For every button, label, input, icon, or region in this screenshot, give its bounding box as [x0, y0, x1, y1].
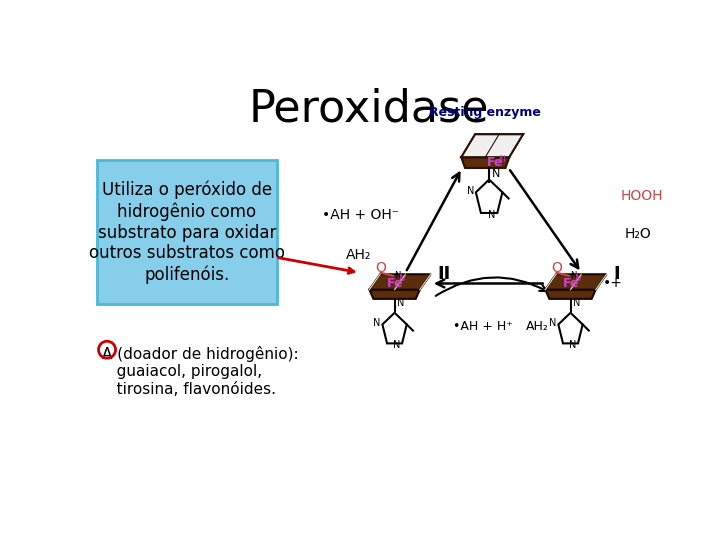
Polygon shape [369, 289, 420, 299]
Text: HOOH: HOOH [621, 188, 663, 202]
Text: N: N [488, 210, 496, 219]
Text: III: III [498, 155, 505, 164]
Text: IV: IV [398, 274, 407, 284]
Text: N: N [395, 271, 401, 280]
Text: N: N [467, 186, 474, 196]
Text: Utiliza o peróxido de
hidrogênio como
substrato para oxidar
outros substratos co: Utiliza o peróxido de hidrogênio como su… [89, 181, 285, 284]
Text: Fe: Fe [487, 156, 503, 169]
Text: Peroxidase: Peroxidase [248, 88, 490, 131]
Text: Fe: Fe [387, 277, 403, 290]
Text: N: N [549, 318, 557, 328]
Text: A (doador de hidrogênio):
   guaiacol, pirogalol,
   tirosina, flavonóides.: A (doador de hidrogênio): guaiacol, piro… [102, 346, 298, 397]
Text: •+: •+ [603, 276, 623, 291]
Text: Fe: Fe [563, 277, 580, 290]
Text: H₂O: H₂O [625, 227, 652, 241]
Text: N: N [393, 340, 400, 350]
Text: N: N [570, 271, 577, 280]
Polygon shape [462, 157, 509, 168]
Text: O: O [551, 261, 562, 275]
Text: I: I [613, 265, 620, 284]
Text: N: N [374, 318, 381, 328]
Text: N: N [573, 299, 580, 308]
FancyBboxPatch shape [97, 160, 276, 304]
Polygon shape [462, 134, 523, 157]
Text: II: II [437, 265, 451, 284]
Polygon shape [545, 274, 606, 289]
Text: •AH + OH⁻: •AH + OH⁻ [323, 208, 400, 222]
Text: Resting enzyme: Resting enzyme [429, 106, 541, 119]
Text: N: N [569, 340, 577, 350]
Text: O: O [375, 261, 386, 275]
Text: AH₂: AH₂ [346, 248, 371, 262]
Text: •AH + H⁺: •AH + H⁺ [453, 320, 513, 333]
Text: IV: IV [575, 274, 582, 284]
Text: N: N [397, 299, 404, 308]
Polygon shape [545, 289, 595, 299]
Polygon shape [369, 274, 431, 289]
Text: N: N [492, 169, 500, 179]
Text: AH₂: AH₂ [526, 320, 549, 333]
